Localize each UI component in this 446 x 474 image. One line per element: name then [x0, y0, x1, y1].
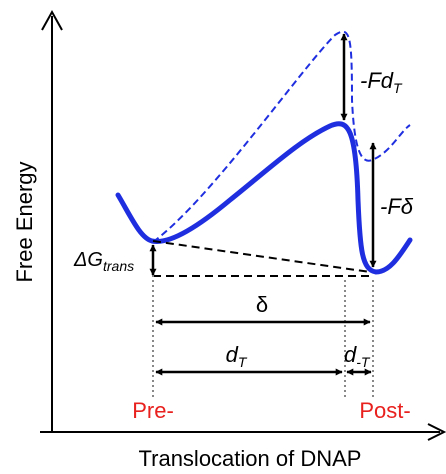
pre-state-label: Pre-	[132, 398, 174, 423]
delta-g-trans-label: ΔGtrans	[73, 249, 134, 274]
f-delta-symbol: δ	[401, 194, 414, 219]
y-axis-arrow-icon	[41, 9, 63, 31]
delta-label: δ	[256, 292, 268, 317]
delta-g-prefix: ΔG	[73, 249, 103, 271]
delta-g-subscript: trans	[103, 258, 134, 274]
unloaded-energy-curve	[115, 121, 413, 275]
f-d-t-label: -FdT	[360, 68, 403, 96]
f-delta-label: -Fδ	[380, 194, 414, 219]
loaded-energy-curve	[152, 30, 411, 243]
x-axis-label: Translocation of DNAP	[139, 446, 362, 471]
x-axis-arrow-icon	[427, 423, 446, 441]
d-t-base: d	[226, 342, 239, 367]
post-state-label: Post-	[359, 398, 410, 423]
f-d-t-prefix: -Fd	[360, 68, 394, 93]
d-t-subscript: T	[238, 354, 248, 370]
y-axis-label: Free Energy	[12, 161, 37, 282]
d-minus-t-base: d	[344, 342, 357, 367]
f-delta-prefix: -F	[380, 194, 402, 219]
reference-line-to-post	[152, 240, 371, 273]
d-minus-t-label: d-T	[344, 342, 371, 370]
d-minus-t-subscript: -T	[356, 354, 371, 370]
f-d-t-subscript: T	[393, 80, 403, 96]
d-t-label: dT	[226, 342, 248, 370]
